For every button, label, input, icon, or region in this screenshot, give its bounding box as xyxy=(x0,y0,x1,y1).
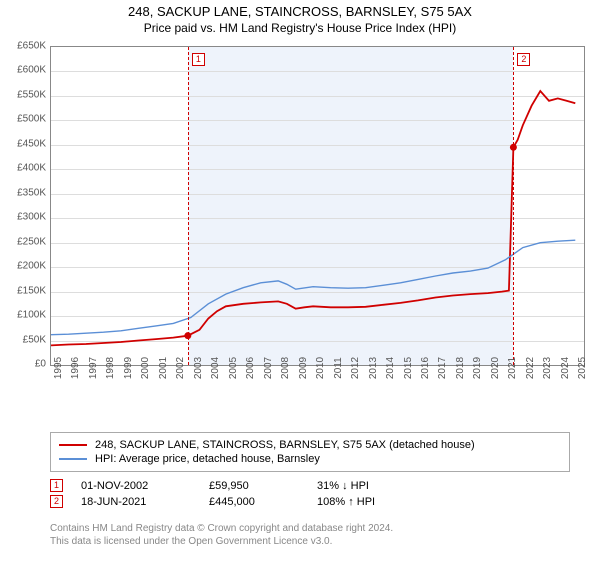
marker-line xyxy=(188,47,189,365)
sale-row: 1 01-NOV-2002 £59,950 31% ↓ HPI xyxy=(50,479,375,492)
sale-marker: 1 xyxy=(50,479,63,492)
sale-date: 18-JUN-2021 xyxy=(81,496,191,508)
chart-title: 248, SACKUP LANE, STAINCROSS, BARNSLEY, … xyxy=(0,4,600,19)
sale-price: £59,950 xyxy=(209,480,299,492)
y-tick-label: £250K xyxy=(0,236,46,247)
legend: 248, SACKUP LANE, STAINCROSS, BARNSLEY, … xyxy=(50,432,570,472)
footer-line-1: Contains HM Land Registry data © Crown c… xyxy=(50,522,393,535)
chart-subtitle: Price paid vs. HM Land Registry's House … xyxy=(0,21,600,35)
chart-area: 12 £0£50K£100K£150K£200K£250K£300K£350K£… xyxy=(50,46,585,396)
sales-table: 1 01-NOV-2002 £59,950 31% ↓ HPI 2 18-JUN-2021… xyxy=(50,476,375,511)
y-tick-label: £400K xyxy=(0,163,46,174)
footer: Contains HM Land Registry data © Crown c… xyxy=(50,522,393,548)
marker-line xyxy=(513,47,514,365)
legend-row: HPI: Average price, detached house, Barn… xyxy=(59,453,561,465)
plot-region: 12 xyxy=(50,46,585,366)
y-tick-label: £600K xyxy=(0,65,46,76)
y-tick-label: £450K xyxy=(0,138,46,149)
y-tick-label: £550K xyxy=(0,89,46,100)
legend-row: 248, SACKUP LANE, STAINCROSS, BARNSLEY, … xyxy=(59,439,561,451)
marker-label: 1 xyxy=(192,53,205,66)
sale-marker: 2 xyxy=(50,495,63,508)
legend-swatch xyxy=(59,458,87,460)
footer-line-2: This data is licensed under the Open Gov… xyxy=(50,535,393,548)
y-tick-label: £350K xyxy=(0,187,46,198)
series-line xyxy=(51,91,575,345)
legend-label: HPI: Average price, detached house, Barn… xyxy=(95,453,320,465)
series-line xyxy=(51,240,575,335)
y-tick-label: £0 xyxy=(0,359,46,370)
y-tick-label: £50K xyxy=(0,334,46,345)
line-series xyxy=(51,47,584,365)
sale-delta: 108% ↑ HPI xyxy=(317,496,375,508)
y-tick-label: £650K xyxy=(0,41,46,52)
y-tick-label: £150K xyxy=(0,285,46,296)
y-tick-label: £200K xyxy=(0,261,46,272)
y-tick-label: £100K xyxy=(0,310,46,321)
legend-swatch xyxy=(59,444,87,446)
y-tick-label: £300K xyxy=(0,212,46,223)
sale-price: £445,000 xyxy=(209,496,299,508)
sale-row: 2 18-JUN-2021 £445,000 108% ↑ HPI xyxy=(50,495,375,508)
x-tick-label: 2025 xyxy=(577,357,600,379)
sale-date: 01-NOV-2002 xyxy=(81,480,191,492)
y-tick-label: £500K xyxy=(0,114,46,125)
marker-label: 2 xyxy=(517,53,530,66)
sale-delta: 31% ↓ HPI xyxy=(317,480,369,492)
legend-label: 248, SACKUP LANE, STAINCROSS, BARNSLEY, … xyxy=(95,439,475,451)
